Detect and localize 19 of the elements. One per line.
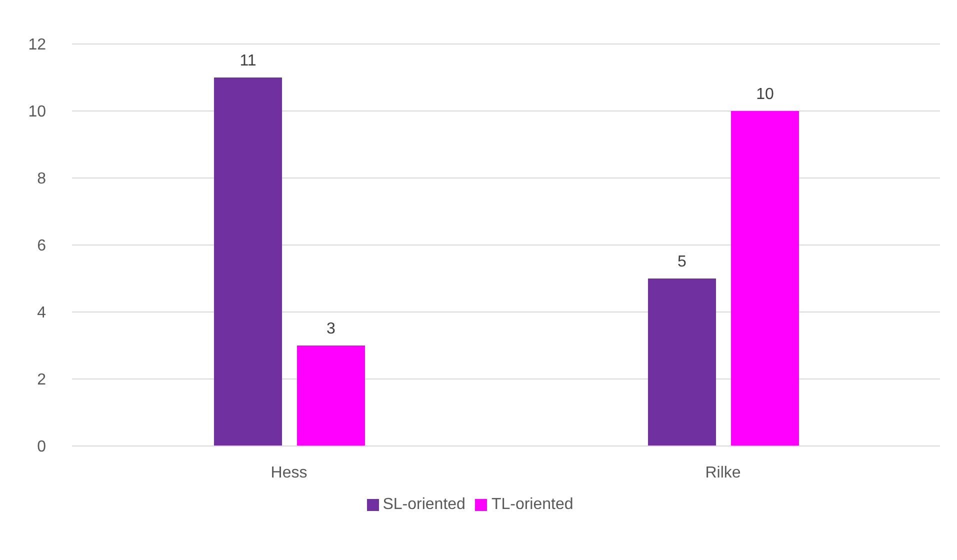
legend-label: SL-oriented: [382, 496, 466, 513]
data-label: 10: [756, 86, 774, 103]
x-tick-label: Rilke: [705, 464, 741, 482]
y-tick-label: 8: [37, 170, 46, 188]
x-tick-label: Hess: [270, 464, 308, 482]
y-tick-label: 12: [28, 36, 46, 54]
y-tick-label: 0: [37, 438, 46, 456]
legend-label: TL-oriented: [491, 496, 574, 513]
bar: [297, 346, 365, 446]
y-tick-label: 6: [37, 238, 46, 255]
bar: [214, 78, 282, 446]
bar: [648, 278, 716, 446]
data-label: 5: [678, 254, 687, 270]
data-label: 3: [326, 320, 336, 338]
y-tick-label: 4: [37, 304, 46, 322]
bar: [731, 111, 799, 446]
y-tick-label: 10: [28, 104, 46, 121]
y-tick-label: 2: [37, 372, 46, 389]
data-label: 11: [240, 52, 256, 70]
